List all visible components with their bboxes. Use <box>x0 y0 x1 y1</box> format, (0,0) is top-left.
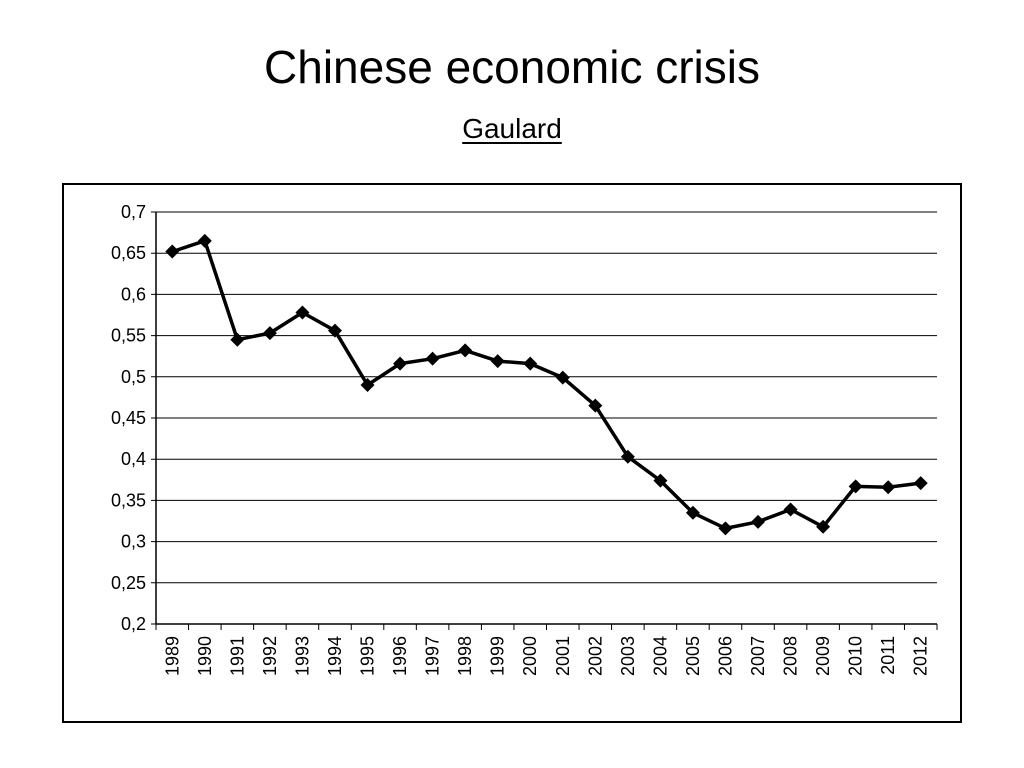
y-tick-label: 0,2 <box>121 614 146 634</box>
data-point-marker <box>523 356 538 371</box>
y-tick-label: 0,25 <box>111 573 146 593</box>
y-tick-label: 0,5 <box>121 367 146 387</box>
y-tick-label: 0,6 <box>121 284 146 304</box>
x-tick-label: 2008 <box>781 636 801 676</box>
series-line <box>171 239 921 531</box>
x-tick-label: 2011 <box>878 636 898 675</box>
x-tick-label: 2009 <box>813 636 833 676</box>
slide-title: Chinese economic crisis <box>264 41 760 93</box>
data-point-marker <box>881 480 896 495</box>
data-point-marker <box>555 370 570 385</box>
x-tick-label: 1989 <box>162 636 182 676</box>
x-tick-label: 2000 <box>520 636 540 676</box>
y-tick-label: 0,65 <box>111 243 146 263</box>
x-tick-label: 1992 <box>260 636 280 676</box>
x-tick-label: 1996 <box>390 636 410 676</box>
data-point-marker <box>848 479 863 494</box>
x-tick-label: 2012 <box>911 636 931 676</box>
x-tick-label: 1995 <box>358 636 378 676</box>
x-tick-label: 1999 <box>488 636 508 676</box>
data-point-marker <box>588 398 603 413</box>
data-point-marker <box>393 356 408 371</box>
y-tick-labels: 0,2 0,25 0,3 0,35 0,4 0,45 0,5 0,55 0,6 0,65 0,7 <box>111 202 146 634</box>
data-point-marker <box>685 505 700 520</box>
series <box>165 233 928 536</box>
x-tick-label: 2003 <box>618 636 638 676</box>
x-tick-label: 2002 <box>585 636 605 676</box>
x-tick-label: 1998 <box>455 636 475 676</box>
grid-lines <box>151 211 937 625</box>
data-point-marker <box>783 502 798 517</box>
x-tick-label: 1997 <box>423 636 443 676</box>
data-point-marker <box>165 244 180 259</box>
x-tick-label: 2007 <box>748 636 768 676</box>
slide-subtitle: Gaulard <box>0 112 1024 146</box>
y-tick-label: 0,35 <box>111 490 146 510</box>
y-tick-label: 0,4 <box>121 449 146 469</box>
axes <box>155 212 938 630</box>
data-point-marker <box>327 323 342 338</box>
x-tick-labels: 1989 1990 1991 1992 1993 1994 1995 1996 1997 1998… <box>162 636 930 676</box>
data-point-marker <box>751 514 766 529</box>
x-tick-label: 2005 <box>683 636 703 676</box>
x-tick-label: 2010 <box>846 636 866 676</box>
chart-frame: 0,2 0,25 0,3 0,35 0,4 0,45 0,5 0,55 0,6 0,65 0,7 1… <box>62 183 962 723</box>
x-tick-label: 1991 <box>227 636 247 676</box>
x-tick-label: 2001 <box>553 636 573 676</box>
y-tick-label: 0,45 <box>111 408 146 428</box>
data-point-marker <box>230 332 245 347</box>
y-tick-label: 0,55 <box>111 326 146 346</box>
data-point-marker <box>718 521 733 536</box>
x-tick-label: 2004 <box>650 636 670 676</box>
data-point-marker <box>262 326 277 341</box>
x-tick-label: 1993 <box>292 636 312 676</box>
x-tick-label: 1994 <box>325 636 345 676</box>
data-point-marker <box>913 476 928 491</box>
data-point-marker <box>197 233 212 248</box>
data-point-marker <box>360 378 375 393</box>
subtitle-link[interactable]: Gaulard <box>462 113 562 144</box>
data-point-marker <box>653 473 668 488</box>
line-chart: 0,2 0,25 0,3 0,35 0,4 0,45 0,5 0,55 0,6 0,65 0,7 1… <box>111 202 938 676</box>
x-tick-label: 2006 <box>715 636 735 676</box>
y-tick-label: 0,7 <box>121 202 146 222</box>
data-point-marker <box>458 343 473 358</box>
y-tick-label: 0,3 <box>121 532 146 552</box>
data-point-marker <box>490 354 505 369</box>
data-point-marker <box>295 305 310 320</box>
data-point-marker <box>816 519 831 534</box>
data-point-marker <box>425 351 440 366</box>
data-point-marker <box>620 449 635 464</box>
x-tick-label: 1990 <box>195 636 215 676</box>
